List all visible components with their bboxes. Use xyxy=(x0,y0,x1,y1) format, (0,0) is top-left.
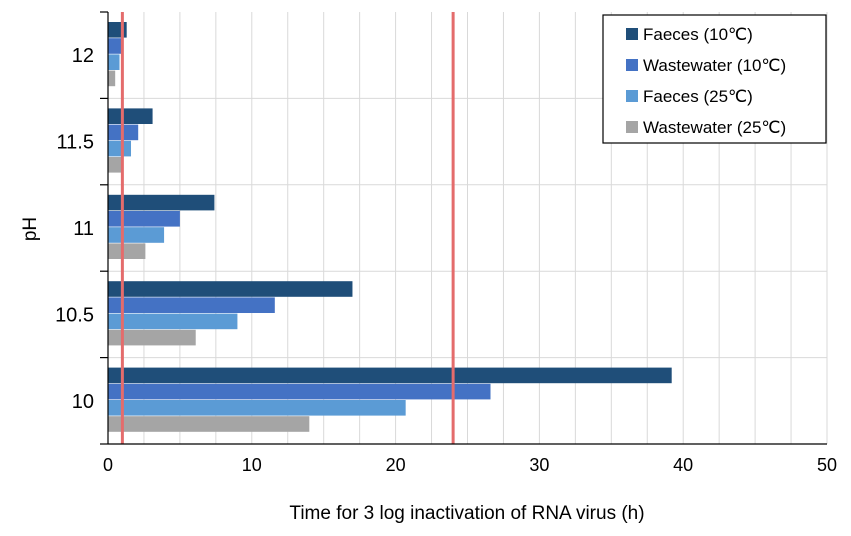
bar xyxy=(108,297,275,313)
reference-lines xyxy=(120,12,455,444)
bar xyxy=(108,243,146,259)
y-axis-title: pH xyxy=(20,217,41,241)
legend-swatch xyxy=(626,90,638,102)
y-tick-label: 11 xyxy=(73,218,94,240)
axes xyxy=(100,11,827,445)
bar xyxy=(108,54,120,70)
x-tick-label: 0 xyxy=(103,455,113,475)
legend-label: Wastewater (10℃) xyxy=(643,56,786,75)
y-tick-labels: 10 10.5 11 11.5 12 xyxy=(55,45,94,413)
legend-label: Faeces (10℃) xyxy=(643,25,753,44)
legend-box xyxy=(602,14,827,144)
legend-label: Wastewater (25℃) xyxy=(643,118,786,137)
x-tick-label: 30 xyxy=(529,455,549,475)
y-tick-label: 12 xyxy=(72,45,94,67)
x-axis-title: Time for 3 log inactivation of RNA virus… xyxy=(289,503,644,524)
bar xyxy=(108,367,672,384)
legend-label: Faeces (25℃) xyxy=(643,87,753,106)
bar xyxy=(108,416,310,432)
legend-swatch xyxy=(626,59,638,71)
bar xyxy=(108,400,406,416)
bar xyxy=(108,227,165,243)
x-tick-label: 40 xyxy=(673,455,693,475)
bar xyxy=(108,383,491,400)
x-tick-label: 10 xyxy=(242,455,262,475)
y-tick-label: 10.5 xyxy=(55,304,94,326)
x-tick-label: 50 xyxy=(817,455,837,475)
bar xyxy=(108,157,123,173)
bar xyxy=(108,281,353,297)
bar xyxy=(108,108,153,124)
bar xyxy=(108,70,116,87)
y-tick-label: 10 xyxy=(72,391,94,413)
bar xyxy=(108,140,132,157)
legend-swatch xyxy=(626,121,638,133)
x-tick-labels: 0 10 20 30 40 50 xyxy=(103,455,837,475)
bar xyxy=(108,211,180,227)
bar xyxy=(108,329,196,346)
x-tick-label: 20 xyxy=(386,455,406,475)
legend: Faeces (10℃) Wastewater (10℃) Faeces (25℃)… xyxy=(602,14,827,144)
y-tick-label: 11.5 xyxy=(57,132,94,154)
bar xyxy=(108,313,238,330)
bar xyxy=(108,194,215,211)
bar xyxy=(108,22,127,38)
bars xyxy=(108,22,672,432)
legend-swatch xyxy=(626,28,638,40)
bar xyxy=(108,38,123,54)
